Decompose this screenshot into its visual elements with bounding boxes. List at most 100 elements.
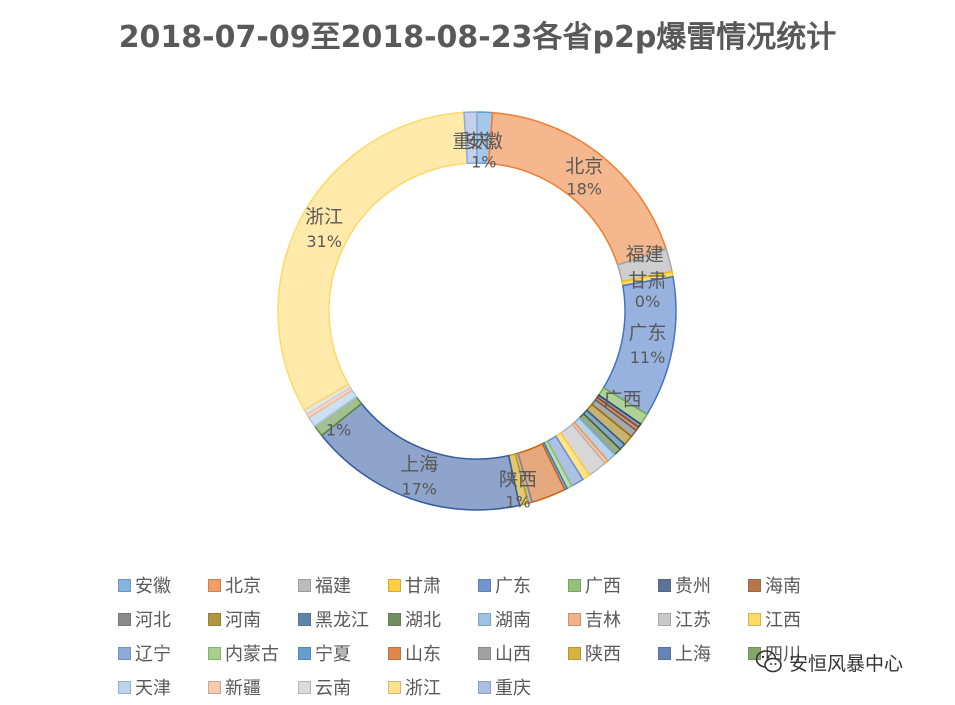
legend-swatch — [748, 612, 761, 626]
legend-swatch — [478, 680, 491, 694]
legend-label: 内蒙古 — [225, 644, 279, 665]
legend-label: 海南 — [765, 576, 801, 597]
watermark: 安恒风暴中心 — [755, 648, 903, 676]
legend-label: 湖南 — [495, 610, 531, 631]
legend-item: 云南 — [298, 674, 388, 700]
data-label: 17% — [401, 480, 437, 499]
legend-label: 贵州 — [675, 576, 711, 597]
data-label: 1% — [505, 493, 530, 512]
legend-item: 内蒙古 — [208, 640, 298, 666]
data-label: 1% — [326, 421, 351, 440]
legend-row: 天津 新疆 云南 浙江 重庆 — [118, 670, 838, 704]
legend-label: 上海 — [675, 644, 711, 665]
legend-item: 宁夏 — [298, 640, 388, 666]
watermark-text: 安恒风暴中心 — [789, 652, 904, 675]
legend-swatch — [658, 578, 671, 592]
legend-swatch — [568, 578, 581, 592]
legend-swatch — [568, 612, 581, 626]
legend-label: 安徽 — [135, 576, 171, 597]
legend-item: 山东 — [388, 640, 478, 666]
legend-swatch — [658, 612, 671, 626]
legend-swatch — [298, 646, 311, 660]
legend-swatch — [298, 578, 311, 592]
legend-label: 辽宁 — [135, 644, 171, 665]
legend-item: 河北 — [118, 606, 208, 632]
legend-label: 湖北 — [405, 610, 441, 631]
legend-item: 海南 — [748, 572, 838, 598]
data-label: 陕西 — [499, 469, 537, 491]
legend-item: 福建 — [298, 572, 388, 598]
legend-label: 广东 — [495, 576, 531, 597]
slice-浙江 — [277, 111, 469, 411]
legend-item: 陕西 — [568, 640, 658, 666]
data-label: 31% — [306, 232, 342, 251]
legend-swatch — [748, 578, 761, 592]
legend-label: 新疆 — [225, 678, 261, 699]
legend-item: 黑龙江 — [298, 606, 388, 632]
data-label: 广西 — [604, 388, 642, 410]
slice-重庆 — [463, 111, 478, 165]
wechat-icon — [755, 650, 782, 673]
legend-swatch — [298, 680, 311, 694]
legend-label: 河北 — [135, 610, 171, 631]
legend-item: 新疆 — [208, 674, 298, 700]
data-label: 甘肃 — [628, 270, 666, 292]
legend-swatch — [478, 612, 491, 626]
legend-label: 江苏 — [675, 610, 711, 631]
legend-label: 广西 — [585, 576, 621, 597]
legend-swatch — [478, 578, 491, 592]
legend-swatch — [208, 612, 221, 626]
legend-item: 安徽 — [118, 572, 208, 598]
legend-swatch — [118, 646, 131, 660]
legend-label: 北京 — [225, 576, 261, 597]
chart-title: 2018-07-09至2018-08-23各省p2p爆雷情况统计 — [118, 20, 837, 55]
legend-row: 河北 河南 黑龙江 湖北 湖南 吉林 江苏 江西 — [118, 602, 838, 636]
legend-label: 江西 — [765, 610, 801, 631]
legend-label: 宁夏 — [315, 644, 351, 665]
legend-item: 贵州 — [658, 572, 748, 598]
legend-item: 吉林 — [568, 606, 658, 632]
legend-swatch — [208, 680, 221, 694]
legend-item: 湖北 — [388, 606, 478, 632]
legend-swatch — [388, 578, 401, 592]
legend-item: 北京 — [208, 572, 298, 598]
legend-label: 浙江 — [405, 678, 441, 699]
legend-swatch — [208, 646, 221, 660]
legend-swatch — [658, 646, 671, 660]
data-label: 上海 — [400, 454, 438, 476]
legend-swatch — [208, 578, 221, 592]
legend-item: 广西 — [568, 572, 658, 598]
legend-label: 吉林 — [585, 610, 621, 631]
legend-label: 天津 — [135, 678, 171, 699]
legend-item: 广东 — [478, 572, 568, 598]
legend-item: 山西 — [478, 640, 568, 666]
legend-label: 重庆 — [495, 678, 531, 699]
legend-label: 甘肃 — [405, 576, 441, 597]
legend-label: 河南 — [225, 610, 261, 631]
legend-label: 山西 — [495, 644, 531, 665]
legend-item: 浙江 — [388, 674, 478, 700]
legend-label: 福建 — [315, 576, 351, 597]
legend-swatch — [388, 646, 401, 660]
data-label: 安徽 — [465, 131, 503, 153]
legend-item: 上海 — [658, 640, 748, 666]
legend-item: 江西 — [748, 606, 838, 632]
legend-label: 陕西 — [585, 644, 621, 665]
legend-swatch — [568, 646, 581, 660]
legend-label: 山东 — [405, 644, 441, 665]
data-label: 广东 — [628, 322, 666, 344]
data-label: 0% — [635, 292, 660, 311]
data-label: 18% — [566, 180, 602, 199]
legend-label: 云南 — [315, 678, 351, 699]
chart-legend: 安徽 北京 福建 甘肃 广东 广西 贵州 海南河北 河南 黑龙江 湖北 湖南 吉林 江苏 江西辽宁 内蒙古 宁夏… — [118, 568, 838, 704]
legend-swatch — [118, 680, 131, 694]
legend-row: 辽宁 内蒙古 宁夏 山东 山西 陕西 上海 四川 — [118, 636, 838, 670]
legend-swatch — [118, 578, 131, 592]
legend-item: 天津 — [118, 674, 208, 700]
legend-label: 黑龙江 — [315, 610, 369, 631]
data-label: 福建 — [626, 244, 664, 266]
legend-item: 湖南 — [478, 606, 568, 632]
data-label: 浙江 — [305, 206, 343, 228]
legend-item: 江苏 — [658, 606, 748, 632]
